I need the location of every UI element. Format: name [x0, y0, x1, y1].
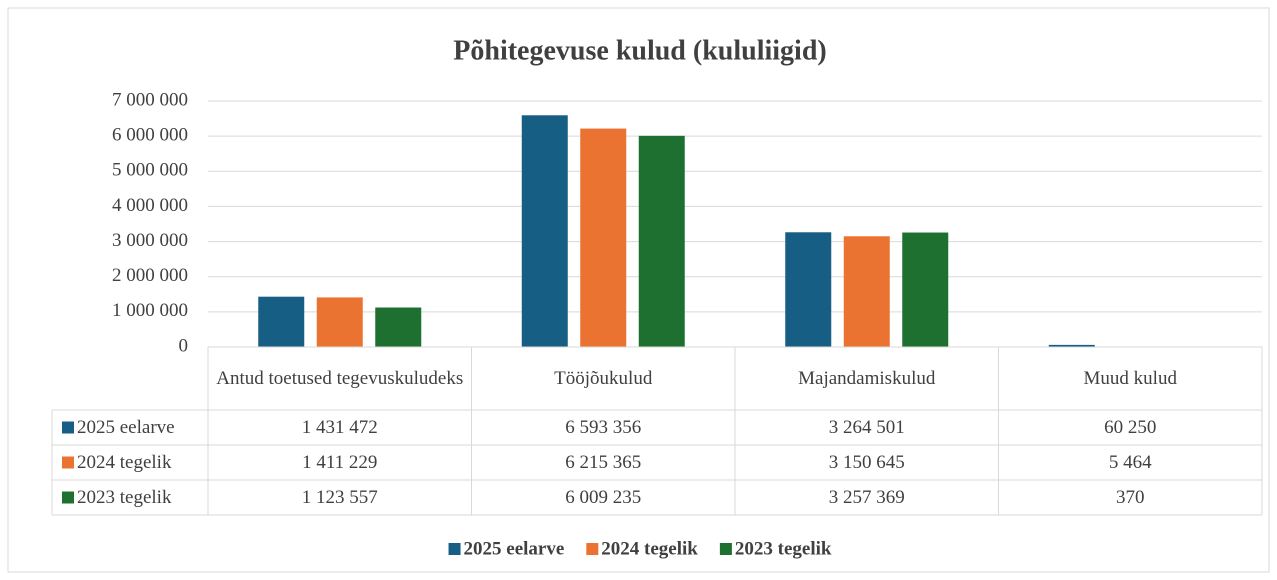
table-legend-key	[62, 421, 74, 434]
chart-border	[7, 7, 1270, 573]
table-value: 370	[1116, 487, 1145, 508]
x-tick-label-box: Antud toetused tegevuskuludeks	[216, 367, 464, 389]
y-tick-label: 3 000 000	[112, 230, 188, 251]
bar	[1048, 344, 1095, 347]
table-value: 1 123 557	[302, 487, 378, 508]
x-tick-label: Antud toetused tegevuskuludeks	[216, 367, 464, 389]
table-series-name: 2023 tegelik	[77, 487, 172, 508]
bar	[785, 232, 832, 347]
table-value: 6 215 365	[565, 452, 641, 473]
table-value: 1 431 472	[302, 417, 378, 438]
table-value: 6 009 235	[565, 487, 641, 508]
bar	[316, 297, 363, 347]
bar	[902, 232, 949, 347]
table-value: 3 264 501	[829, 417, 905, 438]
legend-item: 2024 tegelik	[586, 538, 698, 559]
table-value: 1 411 229	[302, 452, 377, 473]
legend-key	[586, 543, 599, 555]
y-tick-label: 6 000 000	[112, 125, 188, 146]
legend-item: 2023 tegelik	[719, 538, 832, 559]
table-value: 60 250	[1104, 417, 1156, 438]
table-value: 3 257 369	[829, 487, 905, 508]
y-tick-label: 0	[179, 335, 189, 356]
table-value: 6 593 356	[565, 417, 641, 438]
bar	[375, 307, 422, 347]
x-tick-label-box: Muud kulud	[1083, 367, 1177, 389]
legend-label: 2023 tegelik	[735, 538, 832, 559]
table-series-name: 2024 tegelik	[77, 452, 172, 473]
y-tick-label: 5 000 000	[112, 160, 188, 181]
y-tick-label: 1 000 000	[112, 300, 188, 321]
chart-title: Põhitegevuse kulud (kululiigid)	[453, 35, 826, 66]
legend-key	[719, 543, 732, 555]
bar	[580, 128, 627, 347]
legend-key	[448, 543, 461, 555]
bar	[638, 135, 685, 347]
y-tick-label: 2 000 000	[112, 265, 188, 286]
x-tick-label-box: Tööjõukulud	[554, 367, 653, 389]
table-value: 3 150 645	[829, 452, 905, 473]
bar	[843, 236, 890, 347]
x-tick-label: Majandamiskulud	[798, 367, 936, 389]
x-tick-label: Tööjõukulud	[554, 367, 653, 389]
y-tick-label: 7 000 000	[112, 89, 188, 110]
bar	[521, 115, 568, 347]
x-tick-label: Muud kulud	[1083, 367, 1177, 389]
x-tick-label-box: Majandamiskulud	[798, 367, 936, 389]
table-legend-key	[62, 491, 74, 504]
table-legend-key	[62, 456, 74, 469]
bar	[258, 296, 305, 347]
legend-label: 2025 eelarve	[464, 538, 565, 559]
legend-item: 2025 eelarve	[448, 538, 565, 559]
legend-label: 2024 tegelik	[601, 538, 698, 559]
y-tick-label: 4 000 000	[112, 195, 188, 216]
table-series-name: 2025 eelarve	[77, 417, 175, 438]
table-value: 5 464	[1109, 452, 1152, 473]
